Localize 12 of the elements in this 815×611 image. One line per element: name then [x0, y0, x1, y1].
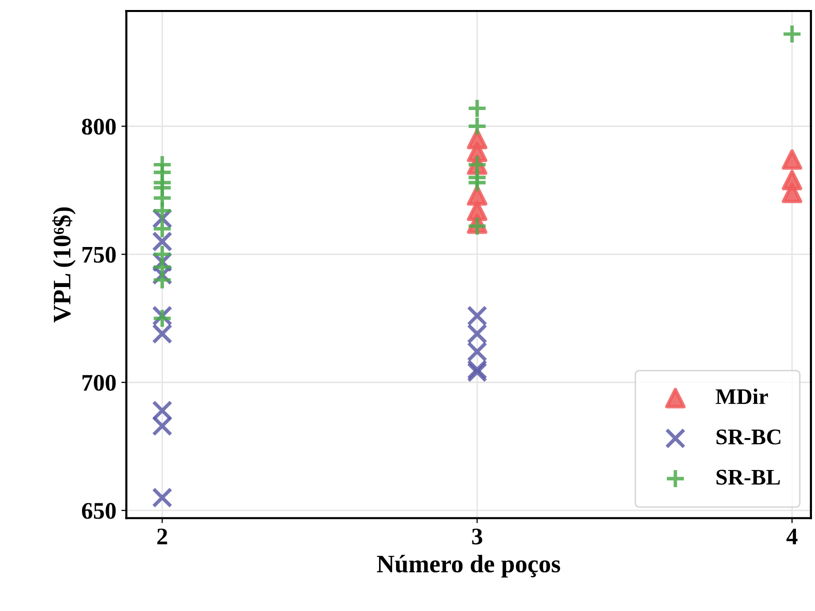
x-tick-label: 3 [472, 528, 482, 544]
y-tick-label: 750 [82, 246, 116, 263]
legend-label: MDir [716, 388, 768, 404]
legend-label: SR-BC [716, 430, 780, 444]
legend-label: SR-BL [716, 470, 780, 485]
y-tick-label: 800 [82, 118, 116, 135]
x-axis-title: Número de poços [376, 554, 560, 578]
x-tick-label: 2 [157, 528, 168, 544]
y-tick-label: 700 [82, 374, 116, 391]
x-tick-label: 4 [786, 528, 798, 544]
y-tick-label: 650 [82, 502, 116, 519]
y-axis-title: VPL (10⁶$) [52, 207, 76, 323]
